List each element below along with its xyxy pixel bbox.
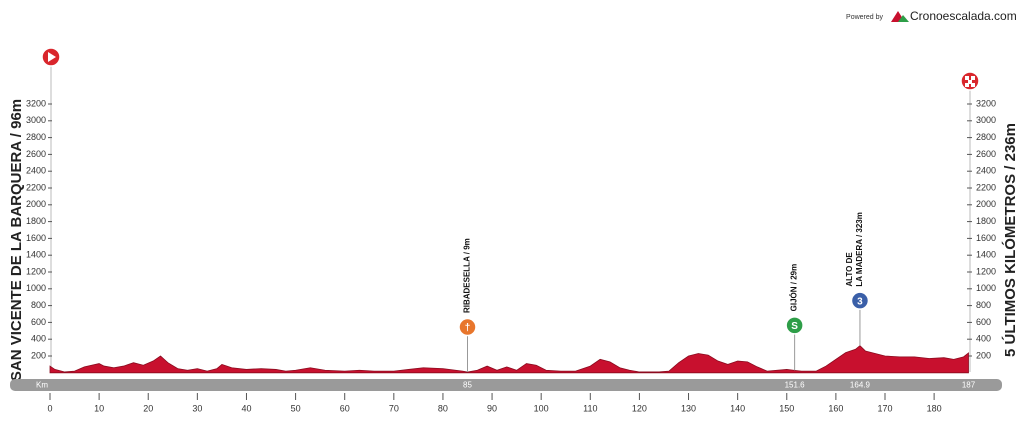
brand: Cronoescalada.com <box>910 9 1017 23</box>
y-tick-label: 600 <box>976 317 991 327</box>
waypoint-icon <box>850 291 870 310</box>
x-tick-label: 170 <box>877 403 892 413</box>
waypoint-label: RIBADESELLA / 9m <box>463 238 472 313</box>
y-tick-label: 3000 <box>976 115 996 125</box>
x-tick-label: 80 <box>438 403 448 413</box>
x-tick-label: 180 <box>927 403 942 413</box>
km-label: Km <box>36 381 48 390</box>
y-tick-label: 3000 <box>26 115 46 125</box>
elevation-area <box>49 345 969 374</box>
waypoint-symbol: S <box>791 321 798 332</box>
y-tick-label: 200 <box>976 350 991 360</box>
y-tick-label: 1400 <box>26 250 46 260</box>
y-tick-label: 2600 <box>976 149 996 159</box>
y-tick-label: 1200 <box>26 266 46 276</box>
km-bar <box>10 379 1002 391</box>
y-tick-label: 2200 <box>976 182 996 192</box>
y-tick-label: 2800 <box>26 132 46 142</box>
waypoint: S GIJÓN / 29m <box>785 264 804 371</box>
y-tick-label: 400 <box>976 334 991 344</box>
finish-icon <box>960 71 980 372</box>
start-icon <box>41 47 61 372</box>
y-tick-label: 1800 <box>976 216 996 226</box>
y-tick-label: 1600 <box>976 233 996 243</box>
x-tick-label: 10 <box>94 403 104 413</box>
y-tick-label: 1000 <box>976 283 996 293</box>
x-tick-label: 90 <box>487 403 497 413</box>
y-tick-label: 600 <box>31 317 46 327</box>
y-tick-label: 400 <box>31 334 46 344</box>
x-tick-label: 60 <box>340 403 350 413</box>
y-tick-label: 2000 <box>976 199 996 209</box>
y-tick-label: 1800 <box>26 216 46 226</box>
km-mark-label: 164.9 <box>850 381 871 390</box>
y-tick-label: 2800 <box>976 132 996 142</box>
y-tick-label: 800 <box>976 300 991 310</box>
x-tick-label: 40 <box>241 403 251 413</box>
waypoint-symbol: † <box>465 323 471 334</box>
x-tick-label: 70 <box>389 403 399 413</box>
x-tick-label: 160 <box>828 403 843 413</box>
y-tick-label: 2000 <box>26 199 46 209</box>
y-tick-label: 1000 <box>26 283 46 293</box>
x-tick-label: 0 <box>47 403 52 413</box>
y-tick-label: 200 <box>31 350 46 360</box>
x-tick-label: 100 <box>534 403 549 413</box>
y-tick-label: 1600 <box>26 233 46 243</box>
waypoint-label: ALTO DE <box>845 252 854 287</box>
y-tick-label: 2400 <box>26 166 46 176</box>
waypoint-label: LA MADERA / 323m <box>855 212 864 287</box>
y-tick-label: 2200 <box>26 182 46 192</box>
x-tick-label: 110 <box>583 403 597 413</box>
x-tick-label: 150 <box>779 403 794 413</box>
waypoint-icon <box>785 316 804 335</box>
powered-by: Powered by <box>846 14 883 21</box>
x-tick-label: 20 <box>143 403 153 413</box>
x-tick-label: 130 <box>681 403 696 413</box>
waypoint-symbol: 3 <box>857 296 863 307</box>
x-tick-label: 140 <box>730 403 745 413</box>
brand-logo <box>898 15 909 22</box>
y-tick-label: 2600 <box>26 149 46 159</box>
x-tick-label: 120 <box>632 403 647 413</box>
y-tick-label: 3200 <box>26 98 46 108</box>
y-tick-label: 1200 <box>976 266 996 276</box>
start-label: SAN VICENTE DE LA BARQUERA / 96m <box>8 99 25 381</box>
y-tick-label: 1400 <box>976 250 996 260</box>
x-tick-label: 50 <box>291 403 301 413</box>
x-tick-label: 30 <box>192 403 202 413</box>
km-mark-label: 85 <box>463 381 472 390</box>
y-tick-label: 3200 <box>976 98 996 108</box>
y-tick-label: 2400 <box>976 166 996 176</box>
y-tick-label: 800 <box>31 300 46 310</box>
waypoint: † RIBADESELLA / 9m <box>458 238 477 373</box>
km-mark-label: 151.6 <box>785 381 806 390</box>
finish-label: 5 ÚLTIMOS KILÓMETROS / 236m <box>1001 123 1019 357</box>
waypoint-label: GIJÓN / 29m <box>790 264 799 312</box>
km-mark-label: 187 <box>962 381 976 390</box>
waypoint-icon <box>458 317 477 337</box>
